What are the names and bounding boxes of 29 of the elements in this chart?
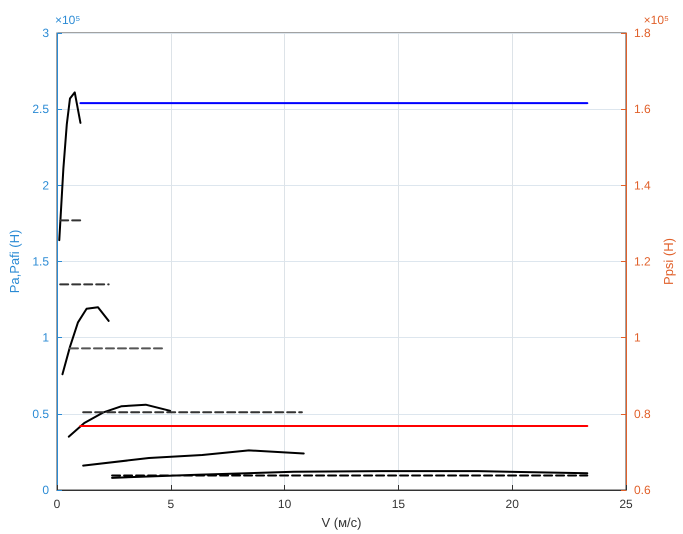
line-series — [82, 449, 305, 467]
y-tick-label: 2.5 — [32, 102, 50, 116]
x-axis-title: V (м/с) — [322, 515, 362, 530]
y-tick-label: 2 — [42, 178, 50, 192]
y-tick-label: 0.5 — [32, 406, 50, 421]
y-tick-label: 3 — [42, 26, 50, 40]
text: ×10⁵ — [55, 13, 80, 27]
x-tick-label: 15 — [392, 497, 406, 511]
line-series — [58, 91, 82, 242]
text: ×10⁵ — [644, 13, 670, 27]
y2-tick-label: 1 — [634, 330, 641, 345]
line-series — [68, 404, 172, 438]
y2-tick-label: 1.2 — [634, 254, 652, 268]
x-tick-label: 10 — [278, 497, 292, 511]
y2-tick-label: 1.4 — [634, 178, 652, 192]
y-tick-label: 1.5 — [32, 254, 50, 268]
y-tick-label: 0 — [42, 483, 50, 497]
x-tick-label: 0 — [54, 497, 61, 511]
y2-tick-label: 1.8 — [634, 26, 652, 40]
x-tick-label: 25 — [619, 497, 633, 511]
y2-tick-label: 0.6 — [634, 483, 652, 497]
line-series — [61, 306, 110, 376]
x-tick-label: 5 — [167, 497, 174, 511]
y-axis-title: Pa,Pafi (H) — [7, 230, 22, 294]
y2-tick-label: 1.6 — [634, 102, 652, 116]
y2-tick-label: 0.8 — [634, 406, 652, 421]
y-tick-label: 1 — [42, 330, 50, 345]
y2-axis-title: Ppsi (H) — [661, 238, 676, 285]
x-tick-label: 20 — [506, 497, 520, 511]
